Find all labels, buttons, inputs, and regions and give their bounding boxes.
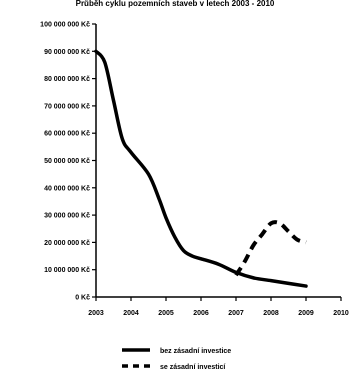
x-tick-label: 2005 <box>158 310 174 317</box>
x-tick-label: 2007 <box>228 310 244 317</box>
series-line-without-investment <box>94 49 308 288</box>
x-tick-label: 2009 <box>298 310 314 317</box>
series-layer <box>94 49 308 288</box>
y-tick-label: 0 Kč <box>75 295 90 302</box>
x-tick-label: 2003 <box>88 310 104 317</box>
y-axis-ticks: 0 Kč 10 000 000 Kč 20 000 000 Kč 30 000 000… <box>40 22 96 302</box>
y-tick-label: 90 000 000 Kč <box>44 49 90 56</box>
y-tick-label: 40 000 000 Kč <box>44 185 90 192</box>
y-tick-label: 20 000 000 Kč <box>44 240 90 247</box>
y-tick-label: 80 000 000 Kč <box>44 76 90 83</box>
y-tick-label: 50 000 000 Kč <box>44 158 90 165</box>
legend-label: bez zásadní investice <box>160 348 231 355</box>
x-tick-label: 2010 <box>333 310 349 317</box>
legend: bez zásadní investice se zásadní investic… <box>122 348 231 371</box>
y-tick-label: 30 000 000 Kč <box>44 213 90 220</box>
y-tick-label: 70 000 000 Kč <box>44 103 90 110</box>
series-line-with-investment <box>234 220 307 277</box>
legend-label: se zásadní investicí <box>160 364 226 371</box>
y-tick-label: 100 000 000 Kč <box>40 22 90 29</box>
y-tick-label: 10 000 000 Kč <box>44 267 90 274</box>
x-tick-label: 2004 <box>123 310 139 317</box>
x-tick-label: 2006 <box>193 310 209 317</box>
y-tick-label: 60 000 000 Kč <box>44 131 90 138</box>
x-axis-ticks: 2003 2004 2005 2006 2007 2008 2009 2010 <box>88 297 349 317</box>
chart-title: Průběh cyklu pozemních staveb v letech 2… <box>76 0 275 8</box>
x-tick-label: 2008 <box>263 310 279 317</box>
